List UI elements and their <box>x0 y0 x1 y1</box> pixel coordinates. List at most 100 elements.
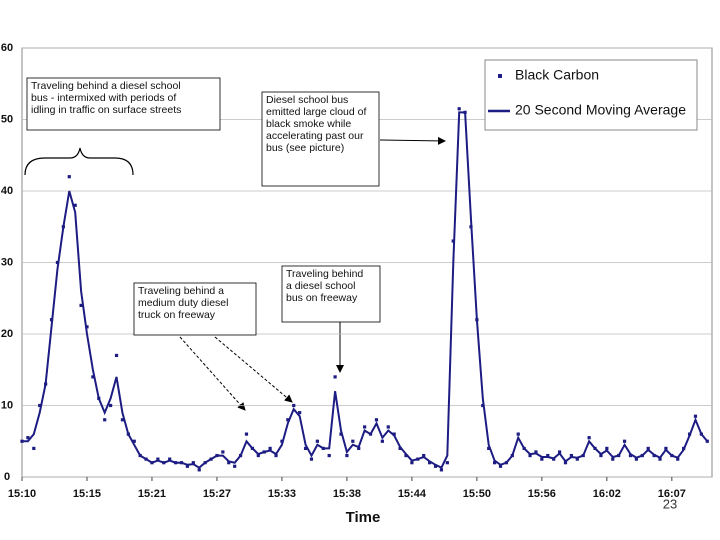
y-tick-label: 60 <box>1 42 13 54</box>
x-tick-label: 15:50 <box>463 488 491 500</box>
data-point <box>256 453 260 458</box>
y-tick-label: 20 <box>1 328 13 340</box>
x-tick-label: 16:02 <box>593 488 621 500</box>
legend-marker <box>498 74 502 78</box>
y-tick-label: 40 <box>1 185 13 197</box>
data-point <box>185 464 190 468</box>
annotation-text: Diesel school bus <box>266 94 348 106</box>
data-point <box>351 439 355 443</box>
page-number: 23 <box>663 496 677 511</box>
arrow <box>214 336 293 403</box>
annotation-text: bus - intermixed with periods of <box>31 92 176 104</box>
data-point <box>327 453 331 458</box>
data-point <box>268 446 272 450</box>
annotation-text: idling in traffic on surface streets <box>31 104 181 116</box>
x-tick-label: 15:38 <box>333 488 361 500</box>
data-point <box>274 453 278 458</box>
annotation-box <box>281 265 381 323</box>
data-point <box>587 436 591 440</box>
data-point <box>298 411 302 415</box>
data-point <box>410 461 414 465</box>
data-point <box>244 432 249 436</box>
data-point <box>563 461 568 465</box>
legend-label: 20 Second Moving Average <box>515 102 686 118</box>
data-point <box>569 453 574 458</box>
data-point <box>191 461 195 465</box>
legend-box <box>484 59 698 131</box>
data-point <box>32 446 36 450</box>
data-point <box>658 457 662 461</box>
x-tick-label: 15:15 <box>73 488 101 500</box>
annotation-text: Traveling behind a diesel school <box>31 80 181 92</box>
data-point <box>315 439 319 443</box>
data-point <box>345 453 349 458</box>
data-point <box>528 453 532 458</box>
annotation-text: truck on freeway <box>138 309 216 321</box>
data-point <box>428 461 432 465</box>
data-point <box>433 464 438 468</box>
data-point <box>534 450 538 454</box>
annotation-text: black smoke while <box>266 118 351 130</box>
x-tick-label: 16:07 <box>658 488 686 500</box>
bracket <box>24 147 134 176</box>
data-point <box>611 457 615 461</box>
data-point <box>357 446 361 450</box>
arrow <box>179 336 246 411</box>
data-point <box>197 468 201 472</box>
data-point <box>380 439 384 443</box>
data-point <box>546 453 550 458</box>
data-point <box>374 418 379 422</box>
data-point <box>168 457 172 461</box>
data-point <box>487 446 491 450</box>
annotation-text: accelerating past our <box>266 130 364 142</box>
arrow <box>379 136 446 145</box>
data-point <box>363 425 367 429</box>
moving-average-line <box>22 111 709 470</box>
data-point <box>664 446 668 450</box>
data-point <box>73 203 77 207</box>
data-point <box>120 418 125 422</box>
data-point <box>646 446 650 450</box>
data-point <box>38 403 42 408</box>
data-point <box>386 425 390 429</box>
annotation-text: emitted large cloud of <box>266 106 366 118</box>
data-point <box>79 303 83 307</box>
annotation-text: bus on freeway <box>286 292 358 304</box>
data-point <box>221 450 225 454</box>
y-tick-label: 30 <box>1 256 13 268</box>
data-point <box>392 432 396 436</box>
data-point <box>292 403 296 408</box>
data-point <box>109 403 113 408</box>
x-axis-label: Time <box>346 509 381 526</box>
x-tick-label: 15:27 <box>203 488 231 500</box>
annotation-text: Traveling behind <box>286 268 363 280</box>
data-point <box>233 464 237 468</box>
annotation-text: a diesel school <box>286 280 355 292</box>
data-point <box>286 418 290 422</box>
data-point <box>26 436 30 440</box>
data-point <box>557 450 562 454</box>
data-point <box>67 175 71 179</box>
data-point <box>132 439 136 443</box>
data-point <box>333 375 337 379</box>
x-tick-label: 15:10 <box>8 488 36 500</box>
data-point <box>622 439 627 443</box>
data-point <box>540 457 544 461</box>
annotation-box <box>133 282 257 336</box>
data-point <box>422 453 426 458</box>
annotation-box <box>26 77 221 131</box>
data-point <box>516 432 520 436</box>
data-point <box>457 107 461 111</box>
y-tick-label: 50 <box>1 113 13 125</box>
data-point <box>605 446 609 450</box>
annotation-box <box>261 91 380 187</box>
data-point <box>103 418 107 422</box>
data-point <box>498 464 503 468</box>
data-point <box>303 446 308 450</box>
data-point <box>599 453 603 458</box>
data-point <box>628 453 633 458</box>
x-tick-label: 15:44 <box>398 488 427 500</box>
annotation-text: bus (see picture) <box>266 142 344 154</box>
data-point <box>156 457 160 461</box>
